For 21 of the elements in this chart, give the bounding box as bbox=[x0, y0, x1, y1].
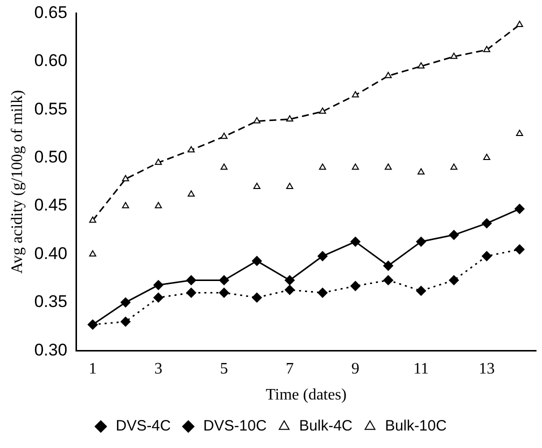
y-tick-label: 0.30 bbox=[34, 340, 68, 360]
y-tick-label: 0.50 bbox=[34, 147, 68, 166]
y-tick-label: 0.35 bbox=[34, 292, 68, 312]
y-tick-label: 0.60 bbox=[34, 51, 68, 70]
x-tick-label: 3 bbox=[154, 360, 162, 378]
legend-label: DVS-10C bbox=[203, 418, 267, 435]
y-tick-label: 0.45 bbox=[34, 196, 68, 215]
x-tick-label: 9 bbox=[351, 360, 360, 378]
legend-label: DVS-4C bbox=[116, 418, 171, 435]
x-tick-label: 7 bbox=[286, 360, 294, 378]
y-tick-label: 0.65 bbox=[34, 2, 68, 22]
x-tick-label: 1 bbox=[88, 360, 97, 378]
x-tick-label: 5 bbox=[220, 360, 228, 378]
x-tick-label: 13 bbox=[478, 360, 495, 378]
y-tick-label: 0.55 bbox=[34, 99, 68, 118]
legend-label: Bulk-4C bbox=[299, 418, 353, 435]
x-axis-title: Time (dates) bbox=[266, 386, 347, 404]
legend-label: Bulk-10C bbox=[385, 418, 447, 435]
y-tick-label: 0.40 bbox=[34, 244, 68, 263]
x-tick-label: 11 bbox=[413, 360, 429, 378]
y-axis-title: Avg acidity (g/100g of milk) bbox=[8, 90, 26, 274]
